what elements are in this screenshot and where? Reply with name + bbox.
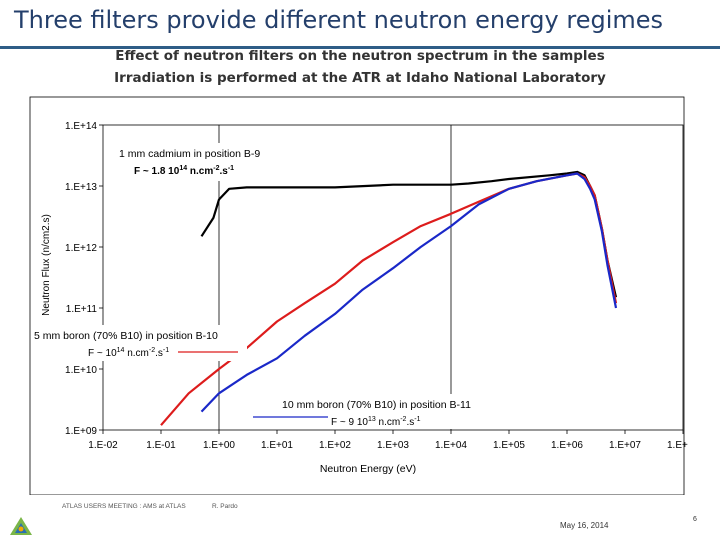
x-tick-label: 1.E+01 <box>261 440 293 451</box>
footer-author: R. Pardo <box>212 503 238 510</box>
annotation-cadmium: 1 mm cadmium in position B-9 F ~ 1.8 101… <box>114 143 274 181</box>
series-line-3 <box>200 172 618 413</box>
x-tick-label: 1.E+07 <box>609 440 641 451</box>
y-tick-label: 1.E+13 <box>65 182 97 193</box>
neutron-spectrum-chart: 1.E-02 1.E-01 1.E+00 1.E+01 1.E+02 1.E+03 1.E+… <box>29 96 688 495</box>
annotation-boron-10mm: 10 mm boron (70% B10) in position B-11 F… <box>253 394 513 429</box>
y-tick-label: 1.E+09 <box>65 426 97 437</box>
footer-date: May 16, 2014 <box>560 521 609 530</box>
y-axis-label: Neutron Flux (n/cm2.s) <box>41 214 52 316</box>
x-tick-label: 1.E+08 <box>667 440 688 451</box>
subtitle-line-2: Irradiation is performed at the ATR at I… <box>114 70 606 86</box>
atlas-logo-icon <box>10 517 32 535</box>
annotation-cadmium-bg <box>114 143 274 181</box>
y-tick-label: 1.E+14 <box>65 121 97 132</box>
slide-title: Three filters provide different neutron … <box>14 6 664 34</box>
x-tick-label: 1.E+06 <box>551 440 583 451</box>
subtitle-line-1: Effect of neutron filters on the neutron… <box>115 48 605 64</box>
series-layer <box>160 170 618 426</box>
x-tick-label: 1.E+05 <box>493 440 525 451</box>
x-tick-label: 1.E-01 <box>146 440 176 451</box>
x-tick-label: 1.E+02 <box>319 440 351 451</box>
annotation-cadmium-flux: F ~ 1.8 1014 n.cm-2.s-1 <box>134 165 234 177</box>
annotation-boron-5mm-line1: 5 mm boron (70% B10) in position B-10 <box>34 330 218 342</box>
x-axis-label: Neutron Energy (eV) <box>320 463 416 475</box>
tick-layer: 1.E-02 1.E-01 1.E+00 1.E+01 1.E+02 1.E+03 1.E+… <box>65 121 688 451</box>
y-tick-label: 1.E+10 <box>65 365 97 376</box>
annotation-boron-10mm-line1: 10 mm boron (70% B10) in position B-11 <box>282 399 471 411</box>
x-tick-label: 1.E+00 <box>203 440 235 451</box>
y-tick-label: 1.E+12 <box>65 243 97 254</box>
series-line-2 <box>160 172 618 426</box>
annotation-boron-5mm-bg <box>32 325 247 361</box>
page-number: 6 <box>693 516 697 523</box>
annotation-boron-5mm-flux: F ~ 1014 n.cm-2.s-1 <box>88 347 169 359</box>
x-tick-label: 1.E+04 <box>435 440 467 451</box>
annotation-cadmium-line1: 1 mm cadmium in position B-9 <box>119 148 260 160</box>
annotation-boron-5mm: 5 mm boron (70% B10) in position B-10 F … <box>32 325 247 361</box>
title-rule <box>0 46 720 49</box>
annotation-boron-10mm-flux: F ~ 9 1013 n.cm-2.s-1 <box>331 416 421 428</box>
x-tick-label: 1.E+03 <box>377 440 409 451</box>
footer-meeting: ATLAS USERS MEETING : AMS at ATLAS <box>62 503 186 510</box>
y-tick-label: 1.E+11 <box>66 304 98 315</box>
annotation-boron-10mm-bg <box>278 394 513 429</box>
x-tick-label: 1.E-02 <box>88 440 118 451</box>
